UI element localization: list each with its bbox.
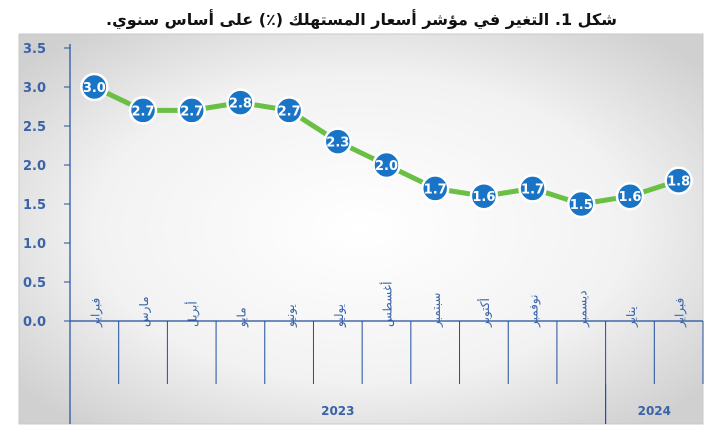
- data-label: 2.3: [326, 136, 349, 151]
- x-tick-label: يونيو: [283, 304, 298, 328]
- data-point: [274, 96, 304, 125]
- data-label: 2.7: [278, 104, 301, 119]
- x-tick-label: أغسطس: [380, 282, 396, 327]
- data-point: [323, 127, 353, 156]
- data-point: [128, 96, 158, 125]
- data-label: 3.0: [83, 81, 106, 96]
- data-point: [567, 189, 596, 219]
- x-tick-label: مايو: [234, 307, 249, 328]
- data-point: [420, 174, 450, 203]
- data-label: 1.5: [570, 198, 593, 213]
- data-point: [80, 72, 109, 102]
- y-tick-label: 2.0: [23, 159, 46, 174]
- data-label: 1.6: [472, 190, 495, 205]
- y-tick-label: 2.5: [23, 120, 46, 135]
- y-tick-label: 0.0: [23, 315, 46, 330]
- data-label: 2.7: [132, 104, 155, 119]
- x-tick-label: سبتمبر: [429, 293, 444, 328]
- data-point: [226, 88, 255, 117]
- x-tick-label: ديسمبر: [575, 290, 590, 328]
- data-label: 2.0: [375, 159, 398, 174]
- data-point: [177, 96, 206, 125]
- x-tick-label: أكتوبر: [477, 298, 493, 328]
- chart-title: شكل 1. التغير في مؤشر أسعار المستهلك (٪)…: [106, 10, 617, 29]
- x-tick-label: فبراير: [88, 298, 103, 328]
- data-point: [469, 181, 499, 211]
- data-label: 2.8: [229, 97, 252, 112]
- data-point: [518, 174, 547, 203]
- x-tick-label: يوليو: [332, 304, 347, 328]
- year-label: 2023: [321, 404, 354, 418]
- data-label: 1.8: [667, 175, 690, 190]
- data-point: [664, 166, 693, 195]
- x-tick-label: مارس: [137, 296, 152, 327]
- y-tick-label: 1.5: [23, 198, 46, 213]
- data-label: 1.7: [424, 182, 447, 197]
- y-tick-label: 3.0: [23, 81, 46, 96]
- data-label: 1.6: [618, 190, 641, 205]
- y-tick-label: 0.5: [23, 276, 46, 291]
- data-point: [372, 150, 401, 180]
- y-tick-label: 3.5: [23, 42, 46, 57]
- x-tick-label: أبريل: [185, 301, 201, 327]
- x-tick-label: يناير: [624, 306, 639, 328]
- chart-frame: [18, 33, 704, 425]
- data-label: 1.7: [521, 182, 544, 197]
- data-point: [615, 181, 645, 211]
- x-tick-label: نوفمبر: [527, 295, 542, 328]
- y-tick-label: 1.0: [23, 237, 46, 252]
- x-tick-label: فبراير: [673, 298, 688, 328]
- year-label: 2024: [638, 404, 671, 418]
- data-label: 2.7: [180, 104, 203, 119]
